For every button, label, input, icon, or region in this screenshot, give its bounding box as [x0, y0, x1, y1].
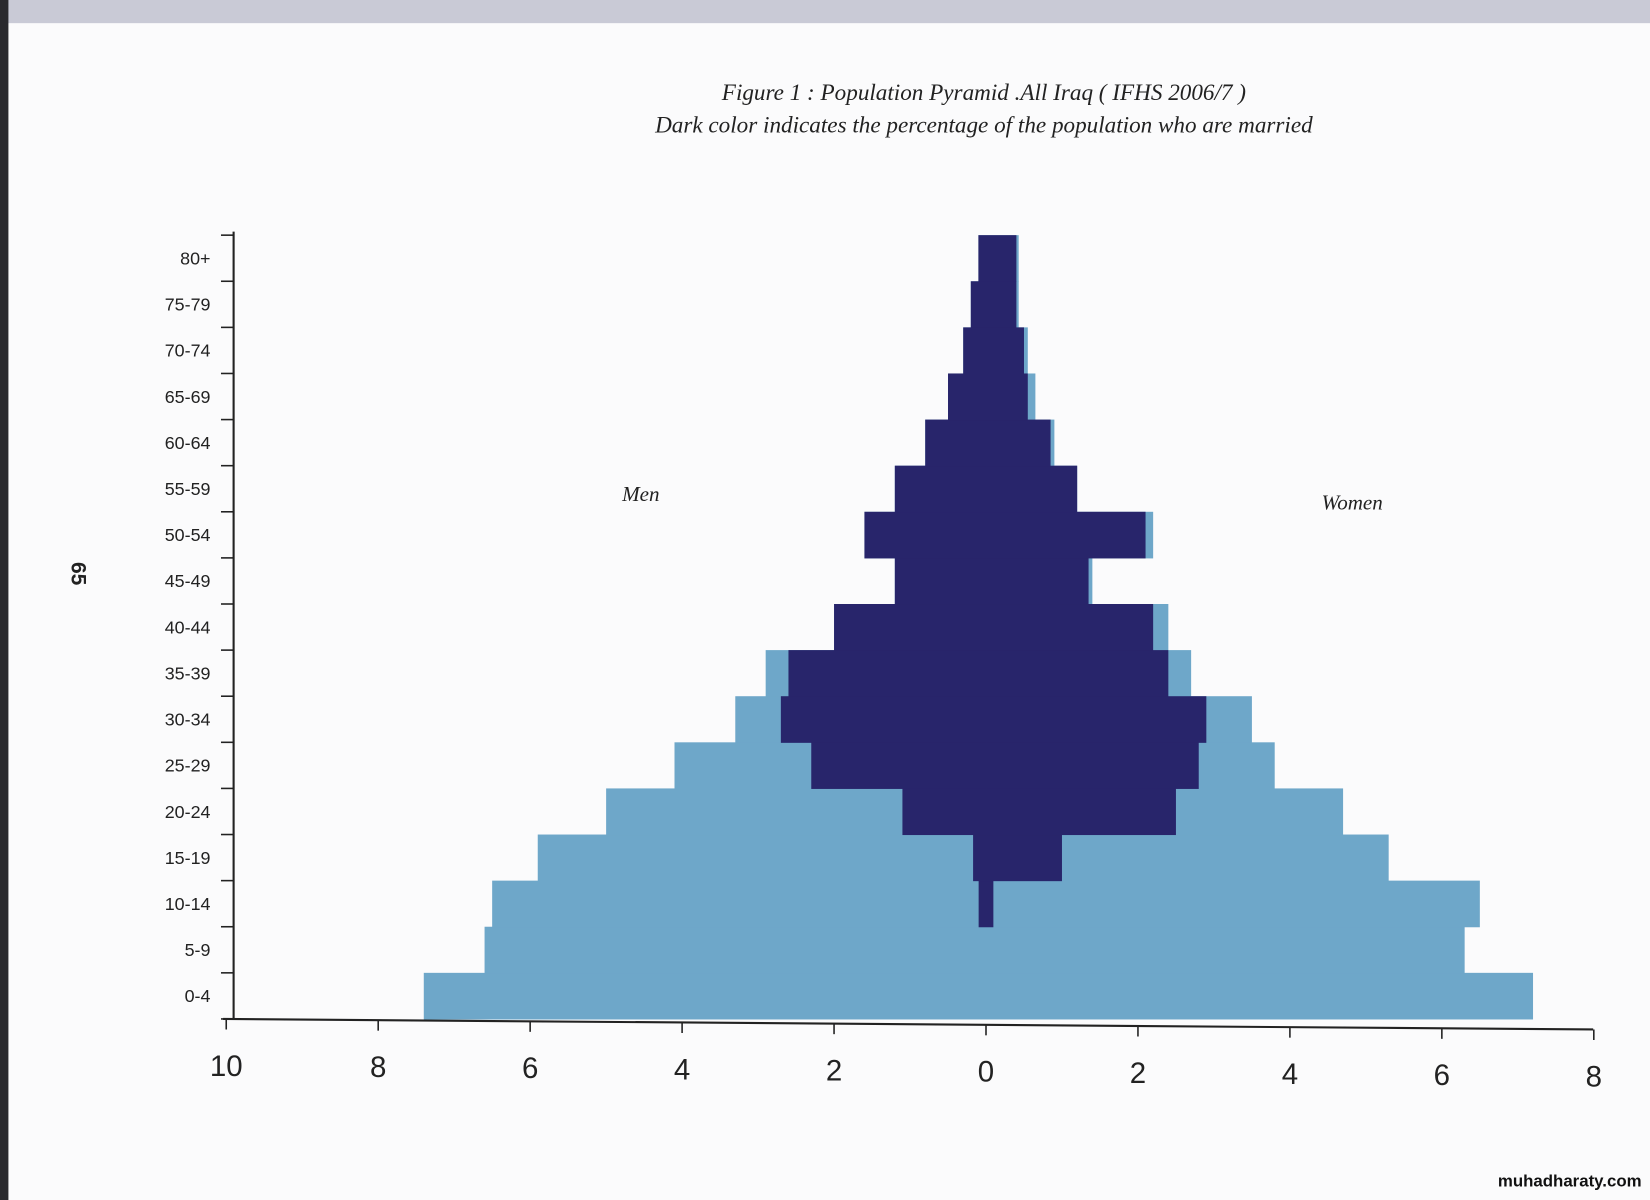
x-tick-label: 6: [1434, 1059, 1450, 1092]
chart-subtitle: Dark color indicates the percentage of t…: [654, 113, 1313, 139]
x-tick-label: 0: [978, 1056, 994, 1089]
bar-men-married-65-69: [948, 373, 987, 421]
bar-women-married-25-29: [986, 742, 1199, 789]
bar-women-married-50-54: [986, 511, 1146, 559]
y-tick-label: 45-49: [165, 571, 211, 591]
bar-men-married-30-34: [780, 696, 987, 743]
y-tick-label: 80+: [180, 249, 210, 269]
y-tick-label: 15-19: [165, 848, 211, 868]
women-label: Women: [1322, 490, 1383, 514]
x-tick-label: 6: [522, 1052, 538, 1085]
men-label: Men: [621, 482, 659, 506]
bar-women-married-60-64: [986, 419, 1051, 467]
y-tick-label: 60-64: [165, 433, 211, 453]
bar-women-total-5-9: [986, 926, 1465, 974]
bar-women-married-80+: [986, 235, 1017, 282]
y-tick-label: 25-29: [165, 756, 211, 776]
bar-women-total-10-14: [986, 880, 1480, 928]
x-tick-label: 8: [1586, 1060, 1602, 1093]
chart-title: Figure 1 : Population Pyramid .All Iraq …: [721, 80, 1246, 106]
bar-men-married-50-54: [864, 511, 987, 559]
bar-men-married-80+: [978, 235, 987, 282]
x-tick-label: 2: [826, 1054, 842, 1087]
bar-men-total-10-14: [492, 880, 987, 928]
x-tick-label: 8: [370, 1051, 386, 1084]
page-number: 65: [67, 562, 90, 586]
bar-women-total-0-4: [986, 972, 1534, 1020]
bar-men-married-25-29: [811, 742, 987, 789]
bar-men-married-75-79: [970, 281, 987, 328]
x-tick-label: 10: [210, 1050, 243, 1083]
bar-men-married-20-24: [902, 788, 987, 836]
bar-women-married-10-14: [986, 880, 994, 928]
y-tick-label: 65-69: [165, 387, 211, 407]
bar-men-married-60-64: [925, 419, 987, 467]
scan-left-edge: [0, 0, 9, 1200]
y-tick-label: 0-4: [185, 986, 211, 1006]
x-tick-label: 2: [1130, 1057, 1146, 1090]
y-tick-label: 75-79: [165, 295, 211, 315]
y-tick-label: 50-54: [165, 525, 211, 545]
bar-women-married-70-74: [986, 327, 1024, 374]
bar-men-total-15-19: [537, 834, 987, 882]
y-tick-label: 10-14: [165, 894, 211, 914]
y-tick-label: 20-24: [165, 802, 211, 822]
bar-women-married-45-49: [986, 557, 1089, 605]
scan-top-strip: [0, 0, 1650, 24]
bar-men-total-0-4: [423, 972, 987, 1020]
y-tick-label: 40-44: [165, 617, 211, 637]
bar-women-married-55-59: [986, 465, 1078, 513]
bar-men-married-45-49: [894, 557, 987, 605]
y-tick-label: 55-59: [165, 479, 211, 499]
y-tick-label: 5-9: [185, 940, 211, 960]
bar-women-married-40-44: [986, 604, 1154, 651]
bar-men-married-35-39: [788, 650, 987, 697]
x-tick-label: 4: [1282, 1058, 1298, 1091]
bar-men-married-40-44: [834, 604, 987, 651]
x-axis-line: [223, 1017, 1594, 1031]
bar-men-married-55-59: [894, 465, 987, 513]
y-tick-label: 70-74: [165, 341, 211, 361]
bar-women-married-35-39: [986, 650, 1169, 697]
watermark: muhadharaty.com: [1498, 1171, 1642, 1190]
bar-men-married-70-74: [963, 327, 987, 374]
bar-women-married-15-19: [986, 834, 1062, 882]
bar-men-married-15-19: [973, 834, 987, 882]
x-tick-label: 4: [674, 1053, 690, 1086]
bar-men-married-10-14: [978, 880, 987, 928]
bar-women-married-30-34: [986, 696, 1207, 743]
y-tick-label: 30-34: [165, 710, 211, 730]
bar-women-married-65-69: [986, 373, 1028, 421]
bar-men-total-5-9: [484, 926, 987, 974]
bar-women-married-75-79: [986, 281, 1017, 328]
y-tick-label: 35-39: [165, 663, 211, 683]
bar-women-married-20-24: [986, 788, 1176, 836]
